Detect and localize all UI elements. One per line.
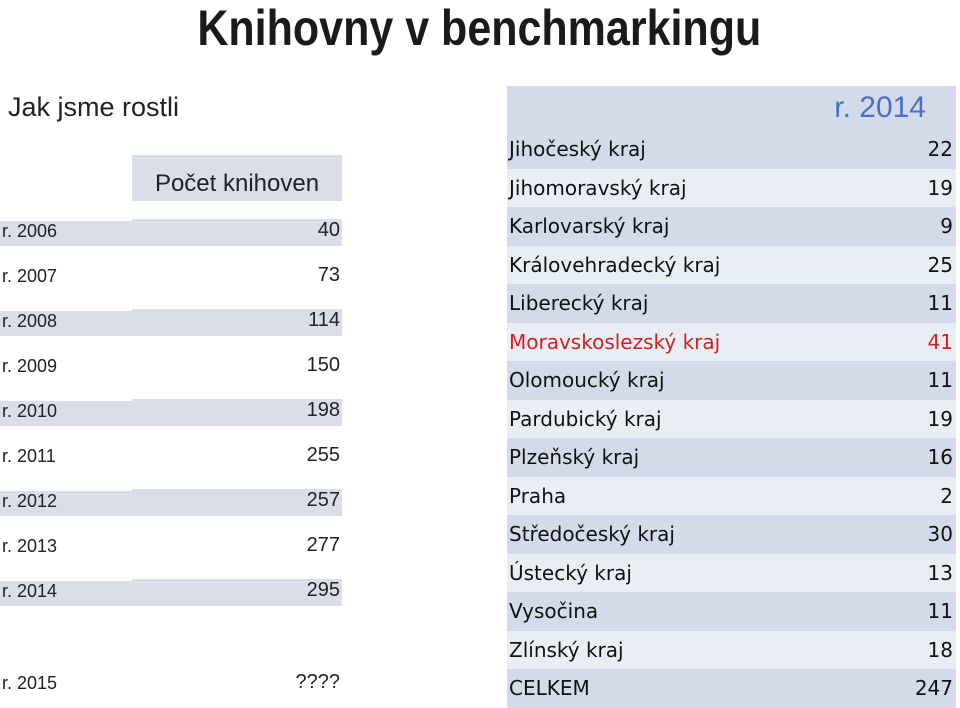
count-cell: 40 [132, 219, 342, 246]
table-row: r. 2011 255 [0, 426, 342, 471]
table-row: Karlovarský kraj 9 [507, 207, 956, 246]
table-row: Jihomoravský kraj 19 [507, 168, 956, 207]
region-cell: CELKEM [509, 676, 590, 701]
region-count-cell: 11 [927, 291, 953, 316]
count-cell: 150 [306, 354, 340, 376]
year-cell: r. 2014 [0, 581, 132, 606]
library-count-table: Počet knihoven r. 2006 40 r. 2007 73 r. 20… [0, 155, 342, 698]
regional-table: r. 2014 Jihočeský kraj 22 Jihomoravský kra… [507, 86, 956, 708]
region-count-cell: 25 [927, 252, 953, 277]
count-cell: 255 [306, 444, 340, 466]
table-row: Zlínský kraj 18 [507, 630, 956, 669]
region-count-cell: 11 [927, 599, 953, 624]
region-cell: Jihočeský kraj [509, 137, 646, 162]
region-count-cell: 9 [940, 214, 953, 239]
table-row: Jihočeský kraj 22 [507, 130, 956, 169]
table-row: r. 2009 150 [0, 336, 342, 381]
region-count-cell: 247 [914, 676, 953, 701]
region-count-cell: 2 [940, 483, 953, 508]
year-cell: r. 2010 [0, 401, 132, 426]
table-row: Liberecký kraj 11 [507, 284, 956, 323]
region-count-cell: 11 [927, 368, 953, 393]
region-cell: Královehradecký kraj [509, 252, 721, 277]
table-row: r. 2015???? [0, 606, 342, 698]
table-row: Ústecký kraj 13 [507, 553, 956, 592]
section-subtitle: Jak jsme rostli [8, 92, 180, 122]
year-cell: r. 2007 [2, 266, 58, 286]
table-row: CELKEM 247 [507, 669, 956, 708]
table-row: Praha 2 [507, 476, 956, 515]
table-row: r. 2012 257 [0, 471, 342, 516]
table-row: r. 2013 277 [0, 516, 342, 561]
count-cell: 73 [317, 264, 340, 286]
column-header-count: Počet knihoven [132, 155, 342, 201]
region-count-cell: 19 [927, 175, 953, 200]
table-row: r. 2006 40 [0, 201, 342, 246]
table-row: r. 2008 114 [0, 291, 342, 336]
region-cell: Pardubický kraj [509, 406, 662, 431]
region-cell: Zlínský kraj [509, 637, 624, 662]
region-cell: Karlovarský kraj [509, 214, 670, 239]
table-row: Olomoucký kraj 11 [507, 361, 956, 400]
year-cell: r. 2015 [2, 673, 58, 693]
table-row: Vysočina 11 [507, 592, 956, 631]
count-cell: 257 [132, 489, 342, 516]
count-cell: 198 [132, 399, 342, 426]
count-cell: 114 [132, 309, 342, 336]
region-count-cell: 22 [927, 137, 953, 162]
region-cell: Středočeský kraj [509, 522, 675, 547]
table-row: r. 2010 198 [0, 381, 342, 426]
table-row: Středočeský kraj 30 [507, 515, 956, 554]
year-cell: r. 2011 [2, 446, 56, 466]
page-title: Knihovny v benchmarkingu [197, 0, 762, 56]
count-cell: 277 [306, 534, 340, 556]
year-cell: r. 2006 [0, 221, 132, 246]
empty-header-cell [0, 155, 132, 201]
year-cell: r. 2013 [2, 536, 58, 556]
table-row: Plzeňský kraj 16 [507, 438, 956, 477]
table-header-row: Počet knihoven [0, 155, 342, 201]
table-header-year: r. 2014 [507, 86, 956, 130]
table-row: r. 2007 73 [0, 246, 342, 291]
count-cell: 295 [132, 579, 342, 606]
region-cell: Moravskoslezský kraj [509, 329, 721, 354]
year-cell: r. 2012 [0, 491, 132, 516]
table-row: Moravskoslezský kraj 41 [507, 322, 956, 361]
region-cell: Liberecký kraj [509, 291, 649, 316]
region-cell: Vysočina [509, 599, 599, 624]
year-cell: r. 2008 [0, 311, 132, 336]
table-row: Pardubický kraj 19 [507, 399, 956, 438]
region-cell: Ústecký kraj [509, 560, 632, 585]
region-cell: Olomoucký kraj [509, 368, 665, 393]
region-count-cell: 16 [927, 445, 953, 470]
region-count-cell: 30 [927, 522, 953, 547]
region-cell: Praha [509, 483, 567, 508]
table-row: Královehradecký kraj 25 [507, 245, 956, 284]
region-cell: Plzeňský kraj [509, 445, 640, 470]
region-count-cell: 18 [927, 637, 953, 662]
regional-table-body: Jihočeský kraj 22 Jihomoravský kraj 19 Karlo… [507, 130, 956, 708]
region-count-cell: 13 [927, 560, 953, 585]
year-cell: r. 2009 [2, 356, 58, 376]
region-count-cell: 41 [927, 329, 953, 354]
region-cell: Jihomoravský kraj [509, 175, 687, 200]
count-cell: ???? [295, 671, 341, 693]
table-row: r. 2014 295 [0, 561, 342, 606]
region-count-cell: 19 [927, 406, 953, 431]
